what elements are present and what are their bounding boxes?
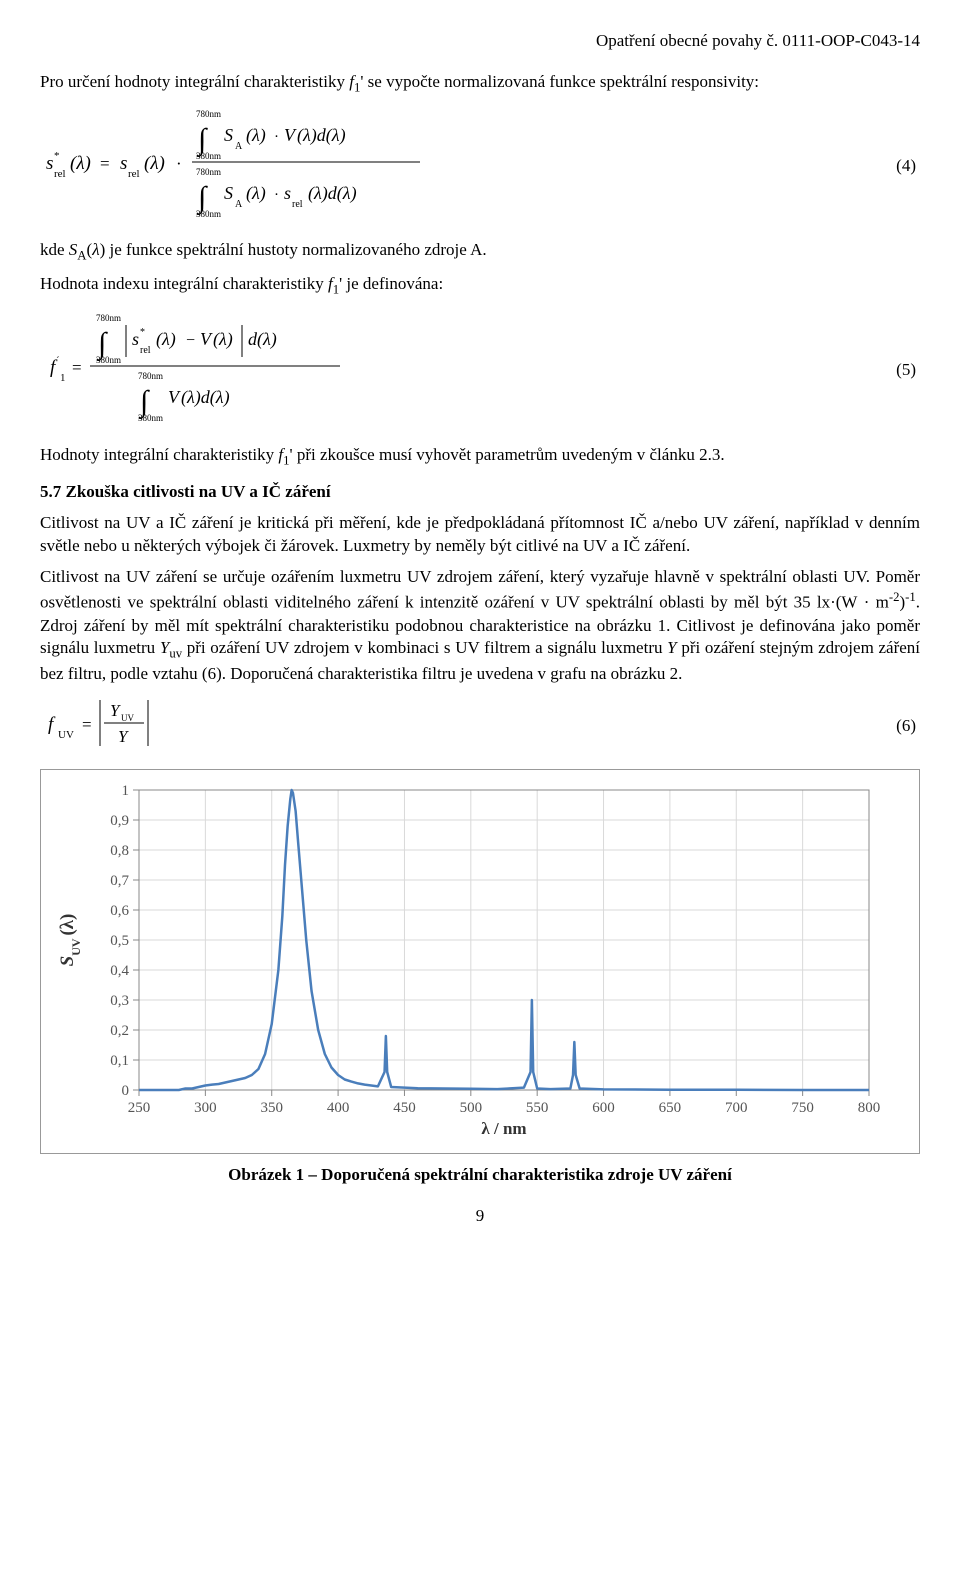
doc-reference: Opatření obecné povahy č. 0111-OOP-C043-… [40, 30, 920, 53]
svg-text:V: V [284, 125, 297, 145]
svg-text:(λ): (λ) [246, 125, 266, 146]
svg-text:600: 600 [592, 1100, 615, 1116]
svg-text:*: * [54, 150, 60, 162]
para-intro: Pro určení hodnoty integrální charakteri… [40, 71, 920, 97]
svg-text:·: · [274, 129, 279, 145]
para-kde: kde SA(λ) je funkce spektrální hustoty n… [40, 239, 920, 265]
svg-text:300: 300 [194, 1100, 217, 1116]
equation-5-number: (5) [876, 359, 920, 382]
equation-6: f UV = Y UV Y [40, 694, 876, 759]
svg-text:S: S [224, 183, 233, 203]
svg-text:S: S [224, 125, 233, 145]
svg-text:1: 1 [60, 372, 66, 384]
svg-text:(λ)d(λ): (λ)d(λ) [181, 387, 230, 408]
svg-text:250: 250 [128, 1100, 151, 1116]
svg-text:800: 800 [858, 1100, 881, 1116]
svg-text:·: · [274, 187, 279, 203]
svg-text:=: = [82, 715, 92, 734]
svg-text:500: 500 [460, 1100, 483, 1116]
svg-text:f: f [48, 714, 56, 735]
svg-text:450: 450 [393, 1100, 416, 1116]
svg-text:380nm: 380nm [196, 209, 221, 219]
figure-1-caption: Obrázek 1 – Doporučená spektrální charak… [40, 1164, 920, 1187]
equation-5: f ´ 1 = ∫ 780nm 380nm s * rel (λ) − V (λ… [40, 307, 876, 434]
para-5-7-a: Citlivost na UV a IČ záření je kritická … [40, 512, 920, 558]
svg-text:780nm: 780nm [196, 167, 221, 177]
svg-text:rel: rel [128, 168, 140, 180]
svg-text:0,3: 0,3 [110, 993, 129, 1009]
svg-text:´: ´ [56, 355, 60, 367]
svg-text:rel: rel [292, 199, 303, 210]
svg-text:380nm: 380nm [96, 355, 121, 365]
heading-5-7: 5.7 Zkouška citlivosti na UV a IČ záření [40, 481, 920, 504]
svg-text:A: A [235, 199, 243, 210]
svg-text:0,2: 0,2 [110, 1023, 129, 1039]
svg-text:0,4: 0,4 [110, 963, 129, 979]
svg-text:(λ): (λ) [70, 153, 91, 174]
svg-text:*: * [140, 327, 145, 338]
svg-text:780nm: 780nm [96, 313, 121, 323]
svg-text:650: 650 [659, 1100, 682, 1116]
svg-text:350: 350 [260, 1100, 283, 1116]
para-hodnota-def: Hodnota indexu integrální charakteristik… [40, 273, 920, 299]
svg-text:0,9: 0,9 [110, 813, 129, 829]
svg-text:750: 750 [791, 1100, 814, 1116]
svg-text:−: − [186, 332, 195, 349]
svg-text:(λ)d(λ): (λ)d(λ) [308, 183, 357, 204]
svg-text:A: A [235, 141, 243, 152]
equation-6-number: (6) [876, 715, 920, 738]
figure-1-frame: 250 300 350 400 450 500 550 600 650 700 750 800 0 0,1… [40, 769, 920, 1154]
svg-text:d(λ): d(λ) [248, 329, 277, 350]
svg-text:=: = [72, 358, 82, 377]
svg-text:380nm: 380nm [196, 151, 221, 161]
svg-text:780nm: 780nm [196, 109, 221, 119]
svg-text:Y: Y [118, 727, 129, 746]
para-hodnoty-result: Hodnoty integrální charakteristiky f1' p… [40, 444, 920, 470]
svg-text:400: 400 [327, 1100, 350, 1116]
svg-text:0,1: 0,1 [110, 1053, 129, 1069]
svg-text:(λ)d(λ): (λ)d(λ) [297, 125, 346, 146]
svg-text:(λ): (λ) [156, 329, 176, 350]
svg-text:UV: UV [58, 729, 74, 741]
svg-text:V: V [200, 329, 213, 349]
svg-text:550: 550 [526, 1100, 549, 1116]
svg-text:(λ): (λ) [144, 153, 165, 174]
svg-text:=: = [100, 154, 110, 173]
svg-text:(λ): (λ) [246, 183, 266, 204]
svg-text:(λ): (λ) [213, 329, 233, 350]
equation-4: s * rel (λ) = s rel (λ) · ∫ 780nm 380nm … [40, 103, 876, 230]
equation-4-row: s * rel (λ) = s rel (λ) · ∫ 780nm 380nm … [40, 103, 920, 230]
svg-text:V: V [168, 387, 181, 407]
svg-text:rel: rel [140, 345, 151, 356]
svg-text:UV: UV [121, 713, 134, 723]
svg-text:780nm: 780nm [138, 371, 163, 381]
figure-1-chart: 250 300 350 400 450 500 550 600 650 700 750 800 0 0,1… [47, 776, 887, 1144]
equation-6-row: f UV = Y UV Y (6) [40, 694, 920, 759]
svg-text:700: 700 [725, 1100, 748, 1116]
svg-text:0,5: 0,5 [110, 933, 129, 949]
svg-text:s: s [284, 183, 291, 203]
equation-5-row: f ´ 1 = ∫ 780nm 380nm s * rel (λ) − V (λ… [40, 307, 920, 434]
svg-text:0,8: 0,8 [110, 843, 129, 859]
svg-text:s: s [46, 153, 53, 174]
svg-text:0: 0 [122, 1083, 130, 1099]
svg-text:rel: rel [54, 168, 66, 180]
para-5-7-b: Citlivost na UV záření se určuje ozáření… [40, 566, 920, 686]
svg-text:s: s [120, 153, 127, 174]
svg-text:SUV (λ): SUV (λ) [57, 914, 83, 967]
svg-text:0,6: 0,6 [110, 903, 129, 919]
svg-text:Y: Y [110, 701, 121, 720]
equation-4-number: (4) [876, 155, 920, 178]
svg-text:s: s [132, 329, 139, 349]
svg-text:λ / nm: λ / nm [481, 1119, 526, 1138]
svg-text:·: · [176, 154, 182, 173]
page-number: 9 [40, 1205, 920, 1228]
svg-text:1: 1 [122, 783, 130, 799]
svg-text:0,7: 0,7 [110, 873, 129, 889]
svg-text:380nm: 380nm [138, 413, 163, 423]
